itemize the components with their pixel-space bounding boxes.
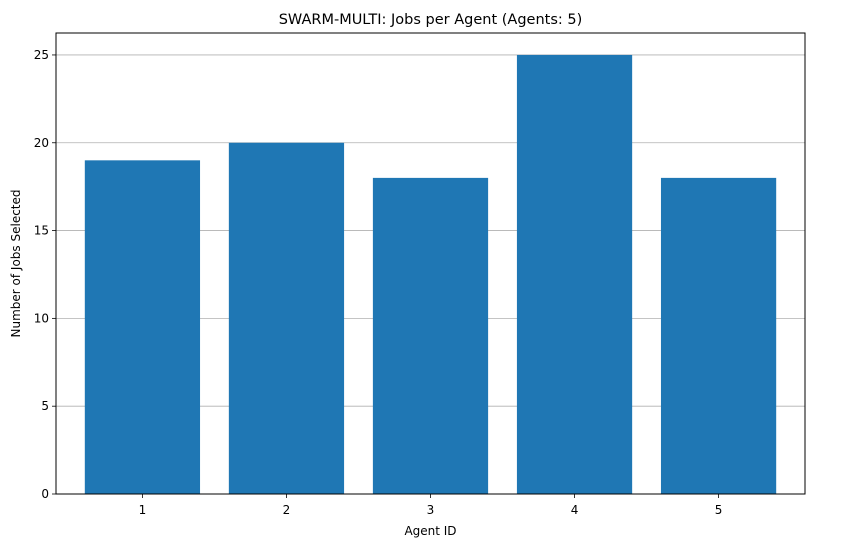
x-tick-label: 4 (571, 503, 579, 517)
y-axis-label: Number of Jobs Selected (9, 190, 23, 338)
bar-agent-5 (660, 177, 777, 494)
bar-agent-4 (516, 54, 633, 494)
bar-agent-1 (84, 160, 201, 495)
y-tick-label: 0 (41, 487, 49, 501)
y-tick-label: 5 (41, 399, 49, 413)
bar-agent-3 (372, 177, 489, 494)
y-tick-label: 10 (34, 311, 49, 325)
bars (84, 54, 777, 495)
x-tick-label: 1 (139, 503, 147, 517)
x-axis-label: Agent ID (404, 524, 456, 538)
bar-agent-2 (228, 142, 345, 494)
x-tick-label: 2 (283, 503, 291, 517)
chart-title: SWARM-MULTI: Jobs per Agent (Agents: 5) (279, 12, 583, 28)
x-tick-label: 5 (715, 503, 723, 517)
x-tick-label: 3 (427, 503, 435, 517)
y-tick-label: 25 (34, 48, 49, 62)
y-axis-ticks: 0 5 10 15 20 25 (34, 48, 56, 501)
y-tick-label: 15 (34, 224, 49, 238)
y-tick-label: 20 (34, 136, 49, 150)
x-axis-ticks: 1 2 3 4 5 (139, 494, 723, 517)
